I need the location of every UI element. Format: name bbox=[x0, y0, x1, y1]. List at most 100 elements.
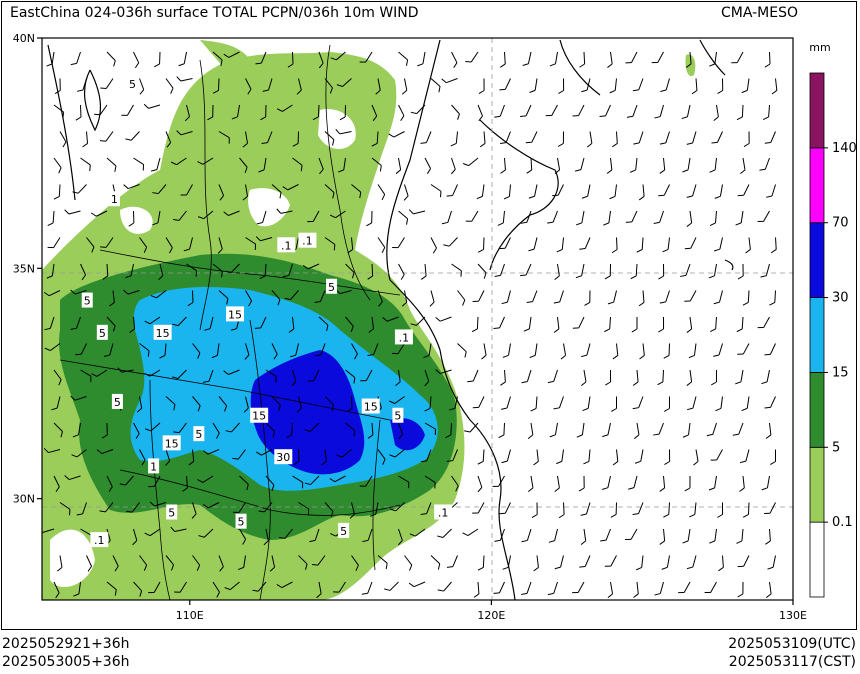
wind-barb bbox=[54, 78, 61, 95]
wind-barb bbox=[764, 51, 771, 68]
wind-barb bbox=[682, 422, 691, 438]
wind-barb bbox=[360, 369, 373, 382]
wind-barb bbox=[136, 396, 143, 413]
contour-label-bg bbox=[250, 407, 269, 423]
contour-label: 15 bbox=[165, 437, 179, 450]
wind-barb bbox=[212, 263, 223, 278]
wind-barb bbox=[580, 528, 587, 545]
wind-barb bbox=[503, 184, 511, 200]
wind-barb bbox=[630, 157, 638, 173]
wind-barb bbox=[176, 130, 193, 136]
wind-barb bbox=[359, 51, 373, 63]
wind-barb bbox=[424, 396, 432, 412]
wind-barb bbox=[465, 210, 479, 222]
wind-barb bbox=[581, 343, 591, 358]
wind-barb bbox=[139, 78, 145, 95]
wind-barb bbox=[398, 210, 409, 225]
wind-barb bbox=[462, 157, 479, 167]
wind-barb bbox=[106, 157, 117, 172]
wind-barb bbox=[547, 581, 558, 596]
wind-barb bbox=[59, 502, 71, 516]
wind-barb bbox=[576, 422, 585, 438]
wind-barb bbox=[351, 555, 359, 571]
wind-barb bbox=[689, 502, 697, 518]
wind-barb bbox=[106, 316, 116, 332]
wind-barb bbox=[477, 555, 485, 571]
wind-barb bbox=[520, 263, 532, 277]
wind-barb bbox=[117, 367, 134, 373]
wind-barb bbox=[392, 343, 405, 355]
wind-barb bbox=[100, 78, 114, 89]
wind-barb bbox=[441, 78, 458, 84]
wind-barb bbox=[494, 104, 505, 118]
wind-barb bbox=[527, 422, 534, 440]
wind-barb bbox=[547, 210, 558, 224]
contour-label-bg bbox=[392, 407, 404, 423]
wind-barb bbox=[150, 290, 167, 299]
colorbar-segment bbox=[809, 222, 825, 298]
wind-barb bbox=[382, 316, 399, 322]
wind-barb bbox=[351, 184, 362, 199]
wind-barb bbox=[409, 528, 426, 537]
colorbar-level-label: 140 bbox=[832, 141, 857, 156]
wind-barb bbox=[713, 343, 723, 357]
wind-barb bbox=[106, 475, 113, 493]
wind-barb bbox=[599, 104, 611, 118]
wind-barb bbox=[282, 263, 293, 278]
wind-barb bbox=[708, 263, 717, 279]
wind-barb bbox=[759, 157, 770, 171]
wind-barb bbox=[607, 290, 617, 305]
wind-barb bbox=[359, 475, 373, 487]
wind-barb bbox=[500, 51, 506, 68]
wind-barb bbox=[718, 555, 724, 572]
wind-barb bbox=[324, 131, 335, 146]
wind-barb bbox=[494, 263, 505, 277]
wind-barb bbox=[265, 369, 277, 383]
wind-barb bbox=[276, 581, 293, 589]
wind-barb bbox=[420, 131, 432, 144]
wind-barb bbox=[520, 104, 532, 118]
wind-barb bbox=[611, 237, 618, 254]
wind-barb bbox=[144, 528, 161, 537]
wind-barb bbox=[424, 475, 436, 489]
wind-barb bbox=[423, 343, 432, 358]
wind-barb bbox=[64, 209, 81, 215]
map-border bbox=[41, 37, 794, 601]
wind-barb bbox=[123, 289, 140, 295]
wind-barb bbox=[680, 263, 691, 277]
wind-barb bbox=[464, 422, 479, 433]
wind-barb bbox=[314, 343, 326, 357]
wind-barb bbox=[757, 210, 770, 222]
wind-barb bbox=[584, 290, 591, 306]
wind-barb bbox=[351, 343, 358, 360]
wind-barb bbox=[609, 78, 617, 94]
wind-barb bbox=[82, 131, 89, 148]
contour-label: .1 bbox=[94, 534, 105, 547]
wind-barb bbox=[362, 528, 373, 543]
contour-label-bg bbox=[361, 398, 380, 414]
wind-barb bbox=[651, 51, 664, 64]
wind-barb bbox=[307, 369, 320, 382]
wind-barb bbox=[73, 581, 81, 597]
wind-barb bbox=[304, 422, 320, 432]
colorbar-unit: mm bbox=[809, 41, 830, 54]
valid-time-cst: 2025053117(CST) bbox=[728, 654, 856, 670]
wind-barb bbox=[133, 581, 143, 597]
wind-barb bbox=[523, 316, 532, 332]
wind-barb bbox=[579, 555, 591, 568]
wind-barb bbox=[451, 263, 462, 277]
wind-barb bbox=[223, 51, 240, 58]
wind-barb bbox=[395, 369, 401, 386]
wind-barb bbox=[256, 210, 267, 225]
wind-barb bbox=[211, 343, 220, 359]
wind-barb bbox=[265, 475, 275, 491]
colorbar-level-label: 15 bbox=[832, 365, 849, 380]
wind-barb bbox=[739, 449, 750, 464]
wind-barb bbox=[600, 528, 611, 542]
wind-barb bbox=[605, 369, 612, 386]
wind-barb bbox=[554, 555, 564, 570]
wind-barb bbox=[148, 475, 161, 488]
colorbar-segment bbox=[809, 147, 825, 224]
wind-barb bbox=[276, 208, 293, 214]
